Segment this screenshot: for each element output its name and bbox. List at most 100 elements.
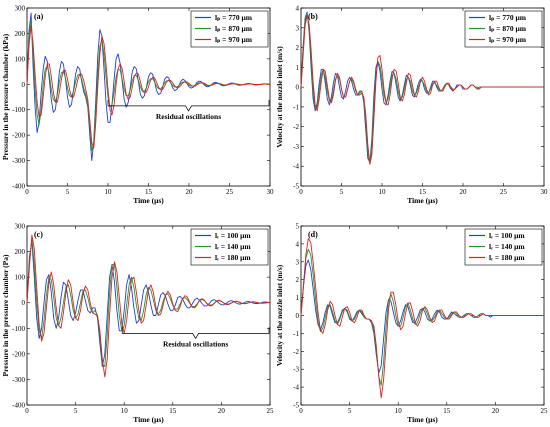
y-tick-label: 200 [15,30,26,38]
y-axis-label: Velocity at the nozzle inlet (m/s) [275,46,284,148]
chart-panel-a: 0 5 10 15 20 25 30 -400 -300 -200 -100 0 100 200 300 Ti… [1,5,274,206]
y-tick-label: -300 [12,157,25,165]
y-tick-label: -3 [293,366,299,374]
y-tick-label: 0 [296,312,300,320]
y-tick-label: 2 [296,276,300,284]
x-tick-label: 20 [218,407,226,415]
y-tick-label: -400 [12,183,25,191]
x-tick-label: 5 [348,407,352,415]
legend-label-2: lᵣ = 140 μm [489,242,525,251]
y-tick-label: -100 [12,325,25,333]
x-tick-label: 0 [299,407,303,415]
x-tick-label: 10 [395,407,403,415]
y-axis-label: Pressure in the pressure chamber (kPa) [1,33,10,160]
y-tick-label: -2 [293,123,299,131]
bracket [121,327,270,340]
y-tick-label: 0 [296,84,300,92]
legend-label-2: lₚ = 870 μm [215,24,253,33]
x-tick-label: 5 [340,188,344,196]
annotation-label: Residual oscillations [156,112,221,121]
x-axis-label: Time (μs) [133,196,164,205]
y-tick-label: -3 [293,143,299,151]
x-tick-label: 15 [419,188,427,196]
legend-label-1: lᵣ = 100 μm [215,231,251,240]
x-tick-label: 5 [66,188,70,196]
legend: lᵣ = 100 μm lᵣ = 140 μm lᵣ = 180 μm [464,228,543,266]
y-tick-label: -200 [12,132,25,140]
y-tick-label: -1 [293,330,299,338]
legend-label-3: lᵣ = 180 μm [489,253,525,262]
y-tick-label: 100 [15,274,26,282]
y-tick-label: 4 [296,240,300,248]
residual-oscillations-annotation: Residual oscillations [121,327,270,348]
y-tick-label: -200 [12,350,25,358]
residual-oscillations-annotation: Residual oscillations [107,99,270,121]
y-tick-label: 5 [296,223,300,231]
panel-label: (d) [308,230,318,239]
y-tick-label: 3 [296,24,300,32]
x-tick-label: 5 [74,407,78,415]
y-tick-label: -300 [12,376,25,384]
series-group [26,12,271,162]
y-tick-label: -5 [293,402,299,410]
series-line-1 [26,12,271,162]
x-tick-label: 15 [169,407,177,415]
y-tick-label: -2 [293,348,299,356]
x-tick-label: 10 [121,407,129,415]
x-tick-label: 30 [267,188,275,196]
panel-label: (b) [308,12,318,21]
legend-label-2: lᵣ = 140 μm [215,242,251,251]
x-tick-label: 10 [379,188,387,196]
chart-panel-b: 0 5 10 15 20 25 30 -5 -4 -3 -2 -1 0 1 2 3 4 Time (μs) Velo… [275,5,548,206]
y-tick-label: 2 [296,44,300,52]
y-tick-label: 200 [15,248,26,256]
legend: lₚ = 770 μm lₚ = 870 μm lₚ = 970 μm [190,10,269,48]
panel-label: (a) [34,12,44,21]
annotation-label: Residual oscillations [163,339,228,348]
x-axis-label: Time (μs) [133,415,164,424]
y-tick-label: 100 [15,55,26,63]
x-tick-label: 25 [541,407,549,415]
x-tick-label: 15 [443,407,451,415]
chart-panel-c: 0 5 10 15 20 25 -400 -300 -200 -100 0 100 200 300 Time… [1,223,274,425]
x-tick-label: 20 [460,188,468,196]
x-axis-label: Time (μs) [407,415,438,424]
x-tick-label: 25 [500,188,508,196]
y-tick-label: -100 [12,106,25,114]
y-tick-label: 1 [296,294,300,302]
legend-label-3: lᵣ = 180 μm [215,253,251,262]
y-tick-label: -400 [12,402,25,410]
legend-label-3: lₚ = 970 μm [489,35,527,44]
y-tick-label: 300 [15,223,26,231]
y-tick-label: 0 [22,81,26,89]
y-tick-label: -5 [293,183,299,191]
series-line-3 [300,15,544,165]
legend-label-3: lₚ = 970 μm [215,35,253,44]
y-tick-label: 0 [22,299,26,307]
bracket [107,99,270,112]
y-tick-label: -4 [293,163,299,171]
legend-label-1: lₚ = 770 μm [489,13,527,22]
legend-label-1: lₚ = 770 μm [215,13,253,22]
series-line-3 [26,25,270,149]
series-line-3 [26,234,271,378]
x-axis-label: Time (μs) [407,196,438,205]
x-tick-label: 0 [299,188,303,196]
legend: lᵣ = 100 μm lᵣ = 140 μm lᵣ = 180 μm [190,228,269,266]
y-axis-label: Velocity at the nozzle inlet (m/s) [275,264,284,366]
chart-panel-d: 0 5 10 15 20 25 -5 -4 -3 -2 -1 0 1 2 3 4 5 Time (μs) Veloc… [275,223,548,425]
y-tick-label: 300 [15,5,26,13]
x-tick-label: 20 [186,188,194,196]
x-tick-label: 20 [492,407,500,415]
y-tick-label: 4 [296,5,300,13]
series-group [300,238,544,399]
series-line-2 [26,20,270,151]
legend-label-1: lᵣ = 100 μm [489,231,525,240]
x-tick-label: 25 [226,188,234,196]
y-tick-label: 3 [296,258,300,266]
x-tick-label: 30 [541,188,549,196]
series-group [300,11,544,165]
x-tick-label: 0 [25,188,29,196]
y-tick-label: -1 [293,103,299,111]
